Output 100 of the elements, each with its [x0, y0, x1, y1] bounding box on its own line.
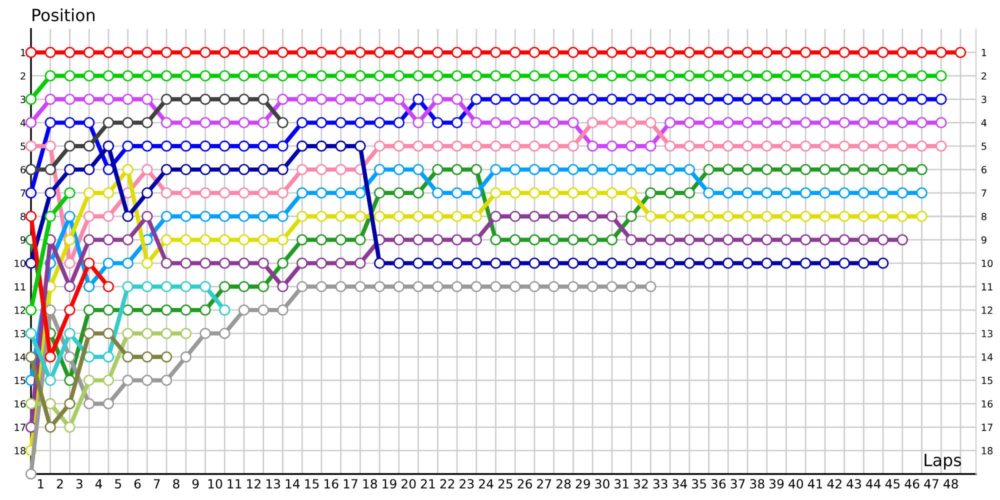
point: [838, 94, 850, 105]
point: [587, 117, 598, 128]
point: [44, 374, 56, 386]
point: [316, 164, 328, 176]
point: [703, 164, 714, 176]
point: [703, 187, 714, 199]
y-tick-label: 18: [14, 447, 26, 454]
point: [490, 281, 502, 292]
point: [412, 94, 424, 105]
point: [25, 351, 37, 362]
point: [277, 46, 288, 58]
point: [84, 398, 95, 410]
point: [335, 70, 346, 82]
x-axis-title: Laps: [924, 454, 962, 470]
point: [510, 187, 521, 199]
point: [587, 164, 598, 176]
point: [684, 258, 695, 269]
point: [877, 70, 889, 82]
point: [393, 117, 404, 128]
x-tick-label: 15: [305, 479, 319, 489]
y2-tick-label: 6: [982, 166, 986, 174]
point: [761, 94, 772, 105]
point: [664, 70, 676, 82]
point: [606, 210, 618, 222]
point: [896, 140, 908, 152]
point: [122, 328, 134, 340]
point: [200, 304, 211, 316]
point: [44, 210, 56, 222]
point: [102, 398, 114, 410]
point: [877, 258, 889, 269]
point: [626, 94, 637, 105]
point: [606, 46, 618, 58]
x-tick-label: 23: [460, 479, 474, 489]
point: [142, 374, 153, 386]
point: [316, 234, 328, 246]
point: [238, 140, 250, 152]
x-tick-label: 18: [363, 479, 377, 489]
point: [780, 234, 792, 246]
x-tick-label: 2: [56, 479, 63, 488]
point: [684, 117, 695, 128]
point: [587, 281, 598, 292]
point: [645, 46, 656, 58]
point: [102, 70, 114, 82]
y2-tick-label: 12: [982, 306, 992, 314]
point: [470, 210, 482, 222]
point: [122, 281, 134, 292]
point: [142, 117, 153, 128]
point: [25, 140, 37, 152]
point: [858, 46, 870, 58]
point: [374, 187, 386, 199]
point: [316, 70, 328, 82]
point: [451, 210, 463, 222]
point: [606, 117, 618, 128]
point: [354, 94, 366, 105]
point: [510, 46, 521, 58]
point: [896, 70, 908, 82]
point: [64, 304, 76, 316]
point: [548, 94, 560, 105]
x-tick-label: 35: [692, 479, 706, 489]
point: [510, 94, 521, 105]
point: [780, 117, 792, 128]
x-tick-label: 46: [904, 479, 920, 489]
point: [200, 328, 211, 340]
point: [200, 164, 211, 176]
point: [451, 258, 463, 269]
point: [470, 187, 482, 199]
y-tick-label: 10: [14, 260, 26, 268]
point: [896, 164, 908, 176]
point: [277, 117, 288, 128]
point: [703, 46, 714, 58]
point: [180, 187, 192, 199]
point: [160, 304, 172, 316]
point: [44, 46, 56, 58]
point: [800, 210, 812, 222]
point: [142, 351, 153, 362]
point: [896, 117, 908, 128]
point: [877, 164, 889, 176]
point: [102, 374, 114, 386]
y-axis-title: Position: [32, 8, 94, 22]
point: [510, 281, 521, 292]
point: [800, 140, 812, 152]
x-tick-label: 20: [402, 479, 416, 489]
point: [742, 210, 754, 222]
y-tick-label: 17: [14, 424, 26, 431]
point: [722, 164, 734, 176]
point: [858, 70, 870, 82]
point: [548, 46, 560, 58]
point: [858, 164, 870, 176]
x-tick-label: 10: [208, 479, 222, 489]
point: [838, 164, 850, 176]
point: [587, 258, 598, 269]
y-tick-label: 7: [20, 190, 26, 197]
point: [219, 117, 230, 128]
point: [180, 70, 192, 82]
x-tick-label: 21: [420, 479, 435, 488]
point: [160, 351, 172, 362]
point: [84, 234, 95, 246]
point: [200, 234, 211, 246]
point: [800, 46, 812, 58]
point: [800, 94, 812, 105]
